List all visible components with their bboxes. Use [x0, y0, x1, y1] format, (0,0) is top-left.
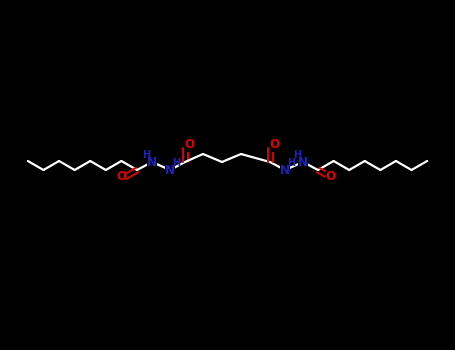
Text: O: O — [116, 169, 126, 182]
Text: O: O — [269, 139, 279, 152]
Text: H: H — [293, 150, 301, 160]
Text: O: O — [184, 139, 194, 152]
Text: H: H — [142, 150, 150, 160]
Text: N: N — [298, 155, 308, 168]
Text: N: N — [147, 155, 157, 168]
Text: N: N — [280, 163, 290, 176]
Text: H: H — [172, 158, 180, 168]
Text: H: H — [287, 158, 295, 168]
Text: N: N — [165, 163, 175, 176]
Text: O: O — [325, 169, 335, 182]
